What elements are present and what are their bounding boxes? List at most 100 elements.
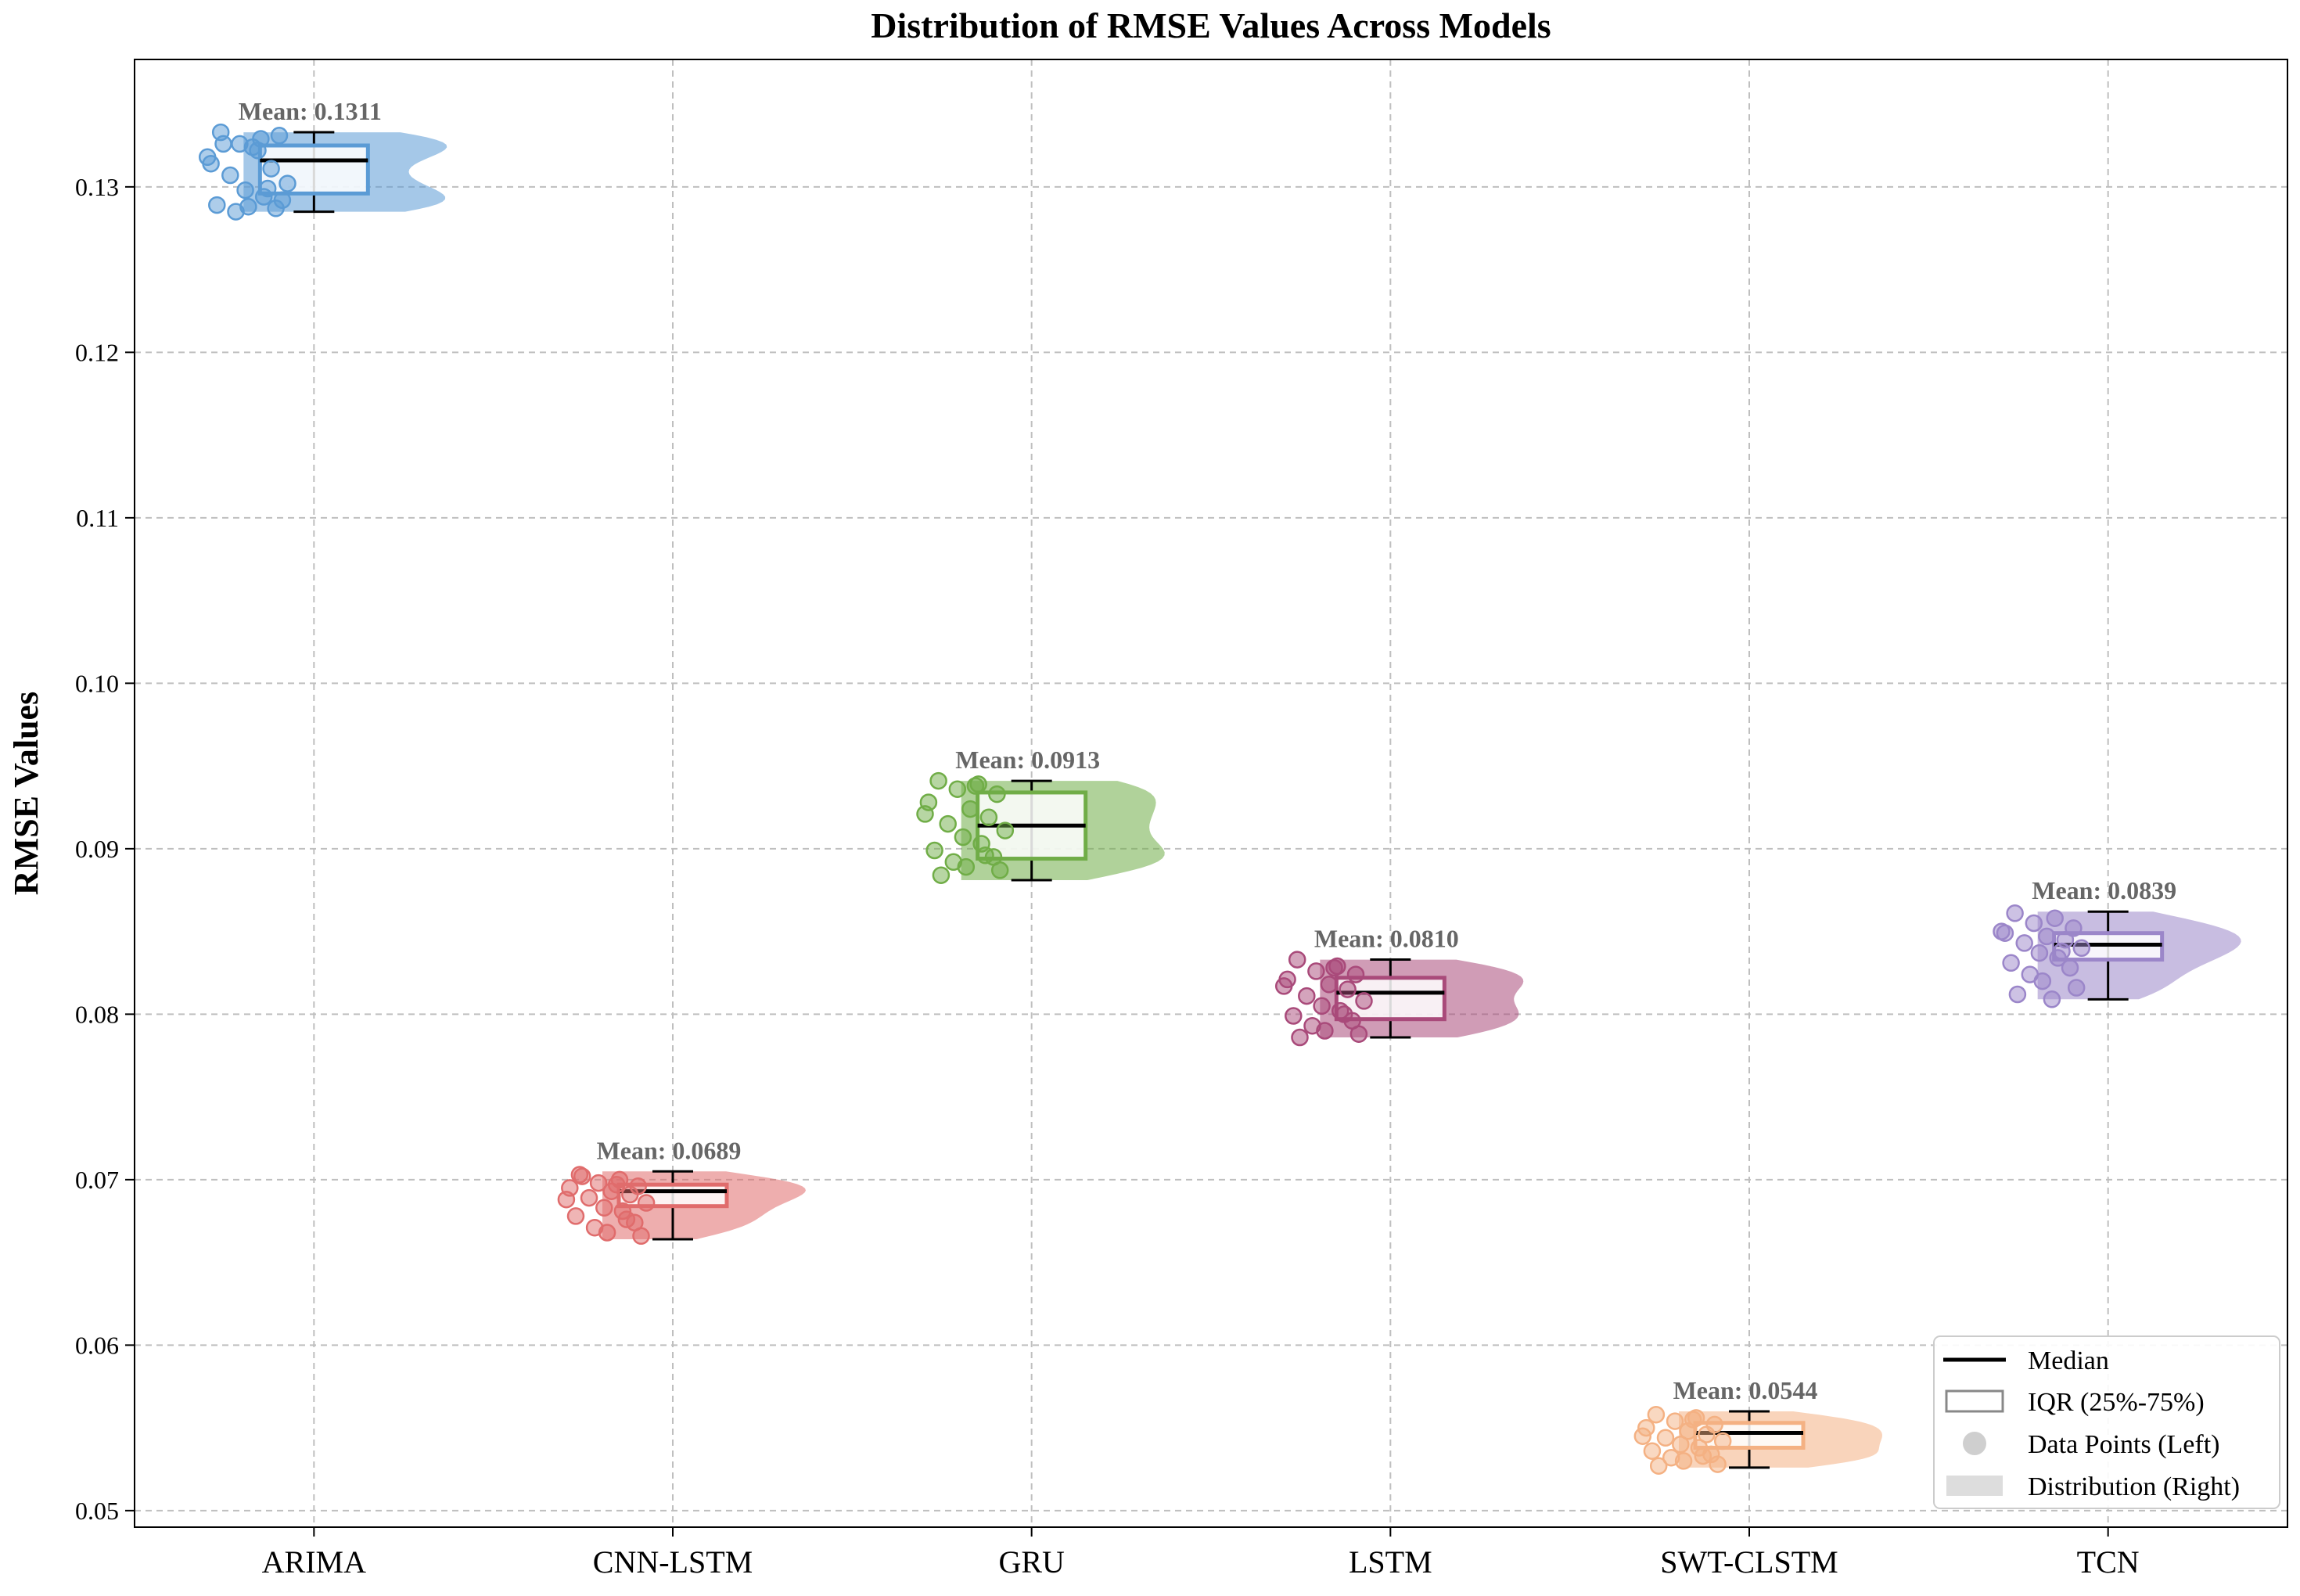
data-point — [1684, 1411, 1702, 1429]
series-cnn-lstm: Mean: 0.0689 — [557, 1136, 806, 1246]
series-lstm: Mean: 0.0810 — [1274, 925, 1524, 1047]
series-gru: Mean: 0.0913 — [916, 746, 1165, 884]
data-point — [929, 771, 947, 790]
y-tick-label: 0.13 — [75, 173, 119, 201]
data-point — [273, 191, 292, 210]
plot-frame — [134, 59, 2288, 1528]
y-tick-label: 0.06 — [75, 1331, 119, 1359]
data-point — [2025, 914, 2043, 933]
data-point — [279, 174, 296, 192]
chart-title: Distribution of RMSE Values Across Model… — [871, 5, 1551, 45]
data-point — [2006, 904, 2024, 922]
legend-iqr-swatch — [1945, 1389, 2004, 1413]
data-point — [2053, 942, 2071, 961]
mean-label: Mean: 0.0839 — [2032, 876, 2176, 904]
data-point — [2067, 979, 2086, 997]
data-point — [1647, 1405, 1666, 1424]
data-point — [1349, 1025, 1368, 1043]
data-point — [239, 197, 257, 216]
data-point — [1666, 1412, 1684, 1430]
data-point — [954, 828, 972, 847]
data-point — [1674, 1452, 1693, 1470]
data-point — [948, 780, 967, 798]
data-point — [2046, 909, 2064, 927]
y-tick-label: 0.10 — [75, 669, 119, 697]
legend-iqr-label: IQR (25%-75%) — [2028, 1388, 2205, 1417]
data-point — [214, 135, 232, 153]
data-point — [1346, 965, 1365, 983]
data-point — [2043, 990, 2061, 1008]
x-axis-ticks: ARIMA CNN-LSTM GRU LSTM SWT-CLSTM TCN — [262, 1527, 2140, 1580]
y-tick-label: 0.09 — [75, 835, 119, 863]
data-point — [932, 866, 951, 884]
data-point — [2038, 927, 2056, 946]
data-point — [990, 861, 1009, 879]
data-point — [2030, 944, 2049, 962]
data-point — [566, 1207, 585, 1225]
data-point — [939, 814, 957, 833]
data-point — [1313, 997, 1331, 1015]
x-tick-label: TCN — [2077, 1544, 2140, 1580]
data-point — [2015, 934, 2033, 952]
data-point — [2008, 985, 2027, 1004]
y-tick-label: 0.11 — [76, 504, 119, 532]
data-point — [1325, 958, 1343, 977]
legend-median-label: Median — [2028, 1346, 2109, 1375]
data-point — [1320, 976, 1339, 994]
mean-label: Mean: 0.0913 — [955, 746, 1100, 774]
data-point — [2033, 972, 2052, 990]
data-point — [1285, 1007, 1303, 1025]
data-point — [925, 841, 943, 860]
data-point — [637, 1194, 656, 1212]
x-tick-label: LSTM — [1349, 1544, 1432, 1580]
data-point — [976, 847, 994, 864]
data-point — [961, 800, 979, 818]
data-point — [1291, 1028, 1309, 1047]
data-point — [621, 1185, 639, 1204]
mean-label: Mean: 0.0689 — [597, 1136, 742, 1164]
y-axis-label: RMSE Values — [7, 692, 45, 895]
legend: Median IQR (25%-75%) Data Points (Left) … — [1933, 1335, 2280, 1509]
data-point — [2072, 939, 2091, 958]
legend-distribution-label: Distribution (Right) — [2028, 1472, 2240, 1501]
data-point — [236, 181, 254, 200]
data-point — [1993, 922, 2011, 940]
data-point — [589, 1174, 608, 1192]
mean-label: Mean: 0.0810 — [1314, 925, 1459, 953]
data-point — [595, 1199, 613, 1217]
series-group: Mean: 0.1311 Mean: 0.0689 Mean: 0.0913 Mean… — [198, 97, 2241, 1475]
data-point — [1649, 1457, 1668, 1475]
data-point — [966, 777, 985, 795]
data-point — [1656, 1429, 1675, 1447]
data-point — [573, 1167, 591, 1185]
data-point — [1709, 1455, 1727, 1473]
data-point — [1316, 1022, 1334, 1040]
legend-frame — [1933, 1335, 2280, 1509]
data-point — [617, 1210, 636, 1228]
data-point — [1339, 980, 1357, 998]
data-point — [2061, 958, 2079, 977]
data-point — [1694, 1447, 1712, 1465]
series-swt-clstm: Mean: 0.0544 — [1633, 1376, 1882, 1475]
data-point — [1698, 1425, 1716, 1443]
data-point — [607, 1175, 626, 1194]
x-tick-label: GRU — [998, 1544, 1065, 1580]
data-point — [208, 196, 226, 214]
mean-label: Mean: 0.0544 — [1673, 1376, 1818, 1404]
legend-distribution-swatch — [1946, 1476, 2003, 1496]
data-point — [1298, 987, 1316, 1005]
grid — [135, 59, 2287, 1527]
legend-points-label: Data Points (Left) — [2028, 1430, 2220, 1459]
x-tick-label: SWT-CLSTM — [1660, 1544, 1838, 1580]
mean-label: Mean: 0.1311 — [239, 97, 382, 125]
y-axis-ticks: 0.05 0.06 0.07 0.08 0.09 0.10 0.11 0.12 0.13 — [75, 173, 135, 1525]
data-point — [1643, 1442, 1662, 1460]
data-point — [258, 179, 277, 198]
data-point — [580, 1188, 598, 1207]
data-point — [1288, 951, 1306, 969]
data-point — [2002, 954, 2020, 972]
data-point — [979, 808, 998, 826]
y-tick-label: 0.05 — [75, 1497, 119, 1525]
data-point — [988, 785, 1006, 803]
